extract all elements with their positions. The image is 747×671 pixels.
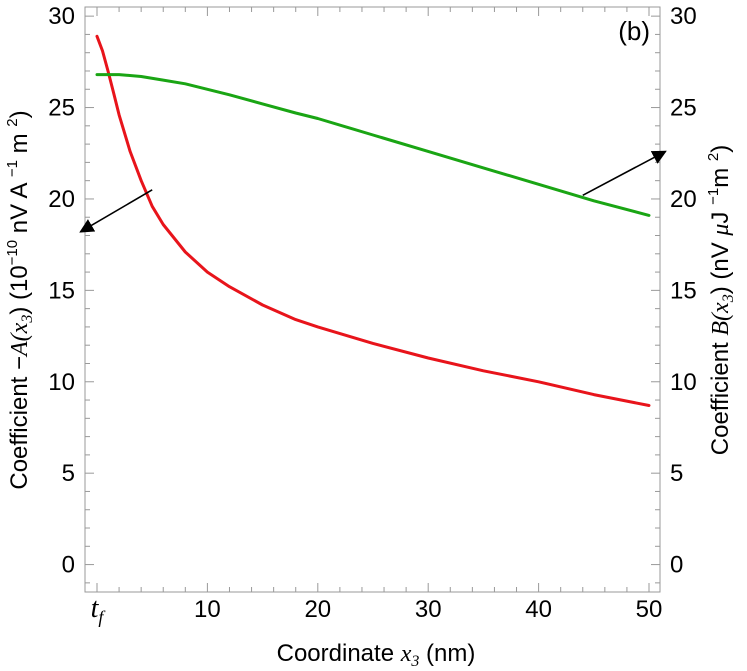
y-right-tick-labels: 0 5 10 15 20 25 30: [670, 3, 697, 578]
series-line-left-axis: [95, 34, 651, 407]
plot-frame: [84, 6, 661, 593]
x-tick-label: 40: [525, 596, 552, 623]
y-right-tick-label: 0: [670, 552, 683, 579]
y-left-tick-label: 30: [48, 3, 75, 30]
x-axis-label: Coordinate x3 (nm): [277, 640, 476, 670]
x-tick-label: 30: [415, 596, 442, 623]
y-right-tick-label: 25: [670, 95, 697, 122]
y-right-tick-label: 5: [670, 460, 683, 487]
y-left-tick-label: 0: [62, 552, 75, 579]
y-left-tick-label: 10: [48, 369, 75, 396]
tick-marks: [85, 7, 660, 592]
y-left-tick-label: 5: [62, 460, 75, 487]
y-right-tick-label: 15: [670, 277, 697, 304]
y-right-tick-label: 10: [670, 369, 697, 396]
y-left-tick-labels: 0 5 10 15 20 25 30: [48, 3, 75, 578]
arrow-to-left-axis: [79, 189, 153, 233]
panel-label: (b): [618, 16, 650, 46]
x-tick-labels: tf 10 20 30 40 50: [91, 593, 663, 627]
x-tick-label: 20: [304, 596, 331, 623]
y-left-tick-label: 20: [48, 186, 75, 213]
y-left-axis-label: Coefficient −A(x3) (10−10 nV A −1 m 2): [4, 110, 36, 489]
x-tick-label: tf: [91, 593, 107, 627]
arrow-to-right-axis: [582, 150, 667, 197]
y-right-tick-label: 30: [670, 3, 697, 30]
series-group: [95, 34, 651, 407]
x-tick-label: 10: [194, 596, 221, 623]
y-left-tick-label: 15: [48, 277, 75, 304]
y-right-axis-label: Coefficient B(x3) (nV μJ −1m 2): [705, 145, 737, 455]
series-line-right-axis: [95, 73, 651, 217]
axis-arrows: [79, 150, 667, 233]
y-right-tick-label: 20: [670, 186, 697, 213]
x-tick-label: 50: [636, 596, 663, 623]
y-left-tick-label: 25: [48, 95, 75, 122]
